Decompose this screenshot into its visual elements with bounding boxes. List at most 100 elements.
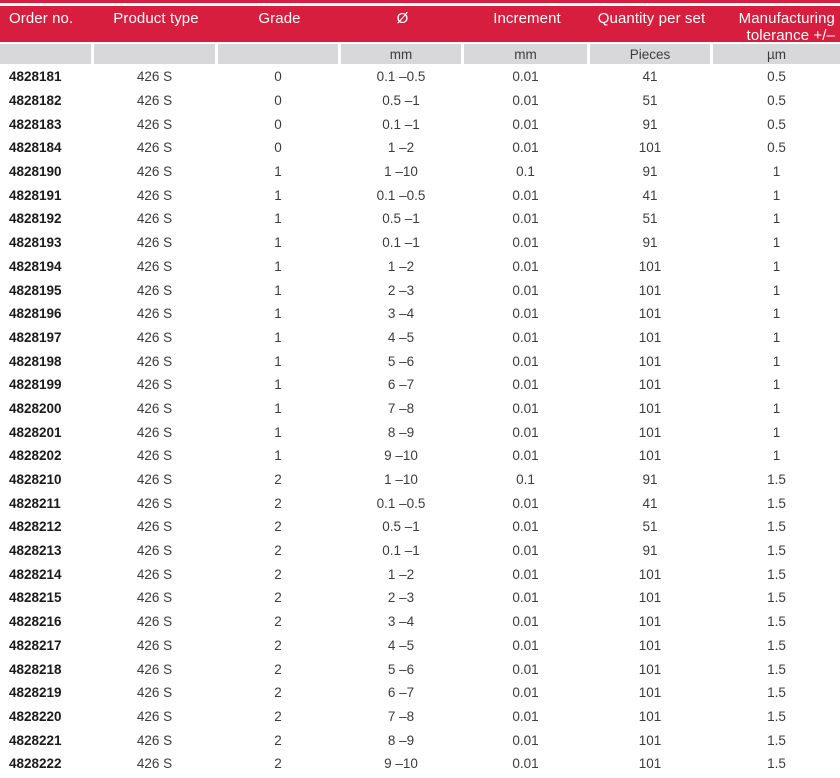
diameter-cell: 0.1 –0.5 bbox=[341, 492, 464, 517]
grade-cell: 2 bbox=[218, 587, 341, 611]
product-type-cell: 426 S bbox=[94, 729, 218, 753]
diameter-cell: 3 –4 bbox=[341, 302, 464, 327]
diameter-cell: 1 –2 bbox=[341, 137, 464, 161]
tolerance-cell: 1 bbox=[713, 232, 840, 256]
order-no-cell: 4828195 bbox=[0, 279, 94, 303]
product-type-cell: 426 S bbox=[94, 516, 218, 540]
grade-cell: 2 bbox=[218, 492, 341, 517]
tolerance-cell: 1.5 bbox=[713, 469, 840, 493]
increment-cell: 0.01 bbox=[464, 137, 590, 161]
quantity-cell: 101 bbox=[590, 350, 713, 374]
top-gap bbox=[0, 3, 840, 6]
order-no-cell: 4828192 bbox=[0, 208, 94, 232]
tolerance-cell: 1 bbox=[713, 256, 840, 280]
grade-cell: 2 bbox=[218, 539, 341, 564]
product-type-cell: 426 S bbox=[94, 421, 218, 445]
grade-cell: 1 bbox=[218, 373, 341, 398]
diameter-cell: 0.1 –1 bbox=[341, 113, 464, 138]
tolerance-cell: 1.5 bbox=[713, 563, 840, 588]
tolerance-cell: 1.5 bbox=[713, 729, 840, 753]
product-type-cell: 426 S bbox=[94, 705, 218, 730]
product-type-cell: 426 S bbox=[94, 610, 218, 635]
increment-cell: 0.01 bbox=[464, 752, 590, 777]
quantity-cell: 101 bbox=[590, 658, 713, 682]
diameter-cell: 2 –3 bbox=[341, 279, 464, 303]
tolerance-cell: 1.5 bbox=[713, 635, 840, 659]
quantity-cell: 101 bbox=[590, 610, 713, 635]
order-no-cell: 4828216 bbox=[0, 610, 94, 635]
tolerance-cell: 1 bbox=[713, 208, 840, 232]
product-type-cell: 426 S bbox=[94, 373, 218, 398]
column-header-order-no: Order no. bbox=[9, 10, 74, 27]
quantity-cell: 101 bbox=[590, 302, 713, 327]
quantity-cell: 101 bbox=[590, 137, 713, 161]
tolerance-cell: 1 bbox=[713, 350, 840, 374]
tolerance-cell: 1 bbox=[713, 327, 840, 351]
tolerance-cell: 1 bbox=[713, 374, 840, 398]
grade-cell: 2 bbox=[218, 705, 341, 730]
product-type-cell: 426 S bbox=[94, 634, 218, 659]
product-type-cell: 426 S bbox=[94, 445, 218, 469]
diameter-cell: 0.5 –1 bbox=[341, 516, 464, 540]
increment-cell: 0.01 bbox=[464, 658, 590, 682]
grade-cell: 2 bbox=[218, 752, 341, 777]
tolerance-cell: 1.5 bbox=[713, 706, 840, 730]
grade-cell: 1 bbox=[218, 421, 341, 445]
order-no-cell: 4828182 bbox=[0, 89, 94, 114]
product-type-cell: 426 S bbox=[94, 326, 218, 351]
quantity-cell: 41 bbox=[590, 492, 713, 517]
diameter-cell: 8 –9 bbox=[341, 729, 464, 753]
tolerance-cell: 1 bbox=[713, 303, 840, 327]
diameter-cell: 9 –10 bbox=[341, 445, 464, 469]
grade-cell: 2 bbox=[218, 658, 341, 682]
grade-cell: 2 bbox=[218, 468, 341, 493]
quantity-cell: 101 bbox=[590, 681, 713, 706]
order-no-cell: 4828193 bbox=[0, 231, 94, 256]
grade-cell: 0 bbox=[218, 113, 341, 138]
order-no-cell: 4828218 bbox=[0, 658, 94, 682]
increment-cell: 0.01 bbox=[464, 681, 590, 706]
unit-cell-grade bbox=[218, 44, 341, 66]
order-no-cell: 4828190 bbox=[0, 160, 94, 185]
product-type-cell: 426 S bbox=[94, 89, 218, 114]
tolerance-cell: 1.5 bbox=[713, 516, 840, 540]
grade-cell: 2 bbox=[218, 729, 341, 753]
quantity-cell: 101 bbox=[590, 752, 713, 777]
grade-cell: 2 bbox=[218, 516, 341, 540]
grade-cell: 0 bbox=[218, 137, 341, 161]
product-type-cell: 426 S bbox=[94, 397, 218, 422]
quantity-cell: 101 bbox=[590, 445, 713, 469]
increment-cell: 0.01 bbox=[464, 255, 590, 280]
column-header-grade: Grade bbox=[258, 10, 301, 27]
increment-cell: 0.01 bbox=[464, 113, 590, 138]
product-type-cell: 426 S bbox=[94, 587, 218, 611]
order-no-cell: 4828219 bbox=[0, 681, 94, 706]
unit-cell-increment: mm bbox=[464, 44, 590, 66]
tolerance-cell: 1 bbox=[713, 184, 840, 209]
grade-cell: 1 bbox=[218, 326, 341, 351]
column-header-increment: Increment bbox=[493, 10, 561, 27]
quantity-cell: 91 bbox=[590, 160, 713, 185]
order-no-cell: 4828202 bbox=[0, 445, 94, 469]
increment-cell: 0.01 bbox=[464, 373, 590, 398]
diameter-cell: 7 –8 bbox=[341, 705, 464, 730]
tolerance-cell: 0.5 bbox=[713, 90, 840, 114]
table-units-row: mm mm Pieces µm bbox=[0, 44, 840, 66]
grade-cell: 1 bbox=[218, 397, 341, 422]
diameter-cell: 1 –10 bbox=[341, 160, 464, 185]
grade-cell: 2 bbox=[218, 681, 341, 706]
unit-cell-quantity: Pieces bbox=[590, 44, 713, 66]
tolerance-cell: 0.5 bbox=[713, 113, 840, 138]
order-no-cell: 4828217 bbox=[0, 634, 94, 659]
increment-cell: 0.01 bbox=[464, 610, 590, 635]
tolerance-cell: 1 bbox=[713, 398, 840, 422]
diameter-cell: 9 –10 bbox=[341, 752, 464, 777]
product-type-cell: 426 S bbox=[94, 66, 218, 90]
increment-cell: 0.01 bbox=[464, 445, 590, 469]
top-red-strip bbox=[0, 0, 840, 3]
product-type-cell: 426 S bbox=[94, 255, 218, 280]
order-no-cell: 4828212 bbox=[0, 516, 94, 540]
product-type-cell: 426 S bbox=[94, 302, 218, 327]
quantity-cell: 101 bbox=[590, 587, 713, 611]
